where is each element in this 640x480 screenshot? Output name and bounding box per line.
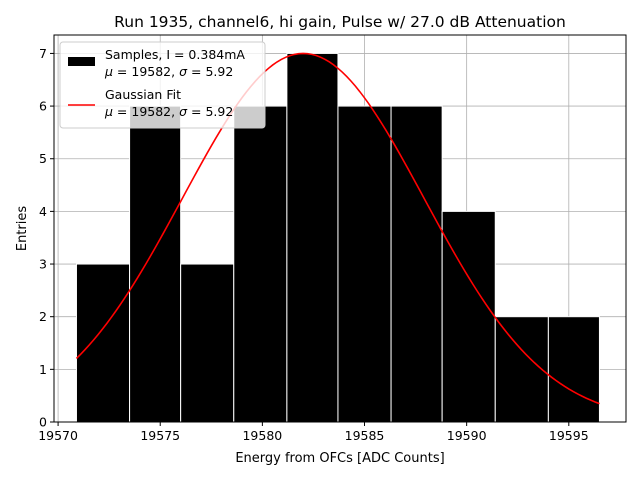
- plot-frame: [53, 34, 627, 423]
- y-axis-ticks: 0 1 2 3 4 5 6 7: [39, 46, 54, 430]
- histogram-bar: [337, 105, 392, 423]
- legend-fit-mu: μ: [104, 104, 113, 119]
- y-tick-label: 4: [39, 204, 47, 219]
- histogram-bar: [180, 263, 235, 423]
- y-axis-title: Entries: [15, 206, 30, 252]
- histogram-bar: [286, 52, 339, 423]
- y-tick-label: 5: [39, 151, 47, 166]
- legend-box: [59, 41, 266, 129]
- y-tick-label: 2: [39, 309, 47, 324]
- legend-fit-stats: μ = 19582, σ = 5.92: [104, 104, 233, 119]
- histogram-bar: [75, 263, 131, 423]
- y-tick-label: 3: [39, 257, 47, 272]
- legend-samples-label: Samples, I = 0.384mA: [105, 47, 245, 62]
- legend-samples-sigma: σ: [179, 64, 188, 79]
- legend-fit-mu-value: = 19582,: [113, 104, 179, 119]
- legend-fit-sigma-value: = 5.92: [187, 104, 233, 119]
- legend-fit-sigma: σ: [179, 104, 188, 119]
- y-tick-label: 0: [39, 415, 47, 430]
- histogram-bar: [494, 316, 549, 423]
- legend-samples-mu: μ: [104, 64, 113, 79]
- x-tick-label: 19585: [345, 428, 385, 443]
- x-tick-label: 19595: [549, 428, 589, 443]
- x-tick-label: 19580: [242, 428, 282, 443]
- x-tick-label: 19570: [38, 428, 78, 443]
- y-tick-label: 6: [39, 99, 47, 114]
- x-axis-ticks: 19570 19575 19580 19585 19590 19595: [38, 422, 589, 443]
- chart-title: Run 1935, channel6, hi gain, Pulse w/ 27…: [114, 13, 566, 31]
- legend-fit-label: Gaussian Fit: [105, 87, 181, 102]
- legend: Samples, I = 0.384mA μ = 19582, σ = 5.92…: [59, 41, 266, 129]
- x-tick-label: 19590: [447, 428, 487, 443]
- legend-swatch-samples: [68, 57, 95, 66]
- legend-samples-stats: μ = 19582, σ = 5.92: [104, 64, 233, 79]
- y-tick-label: 1: [39, 362, 47, 377]
- gaussian-fit-curve: [75, 52, 600, 405]
- histogram-bar: [441, 210, 496, 423]
- y-tick-label: 7: [39, 46, 47, 61]
- histogram-bars: [75, 52, 600, 423]
- histogram-bar: [233, 105, 288, 423]
- x-tick-label: 19575: [140, 428, 180, 443]
- histogram-bar: [129, 105, 182, 423]
- legend-samples-mu-value: = 19582,: [113, 64, 179, 79]
- x-axis-title: Energy from OFCs [ADC Counts]: [235, 451, 444, 466]
- histogram-bar: [390, 105, 443, 423]
- legend-samples-sigma-value: = 5.92: [187, 64, 233, 79]
- histogram-bar: [547, 316, 600, 423]
